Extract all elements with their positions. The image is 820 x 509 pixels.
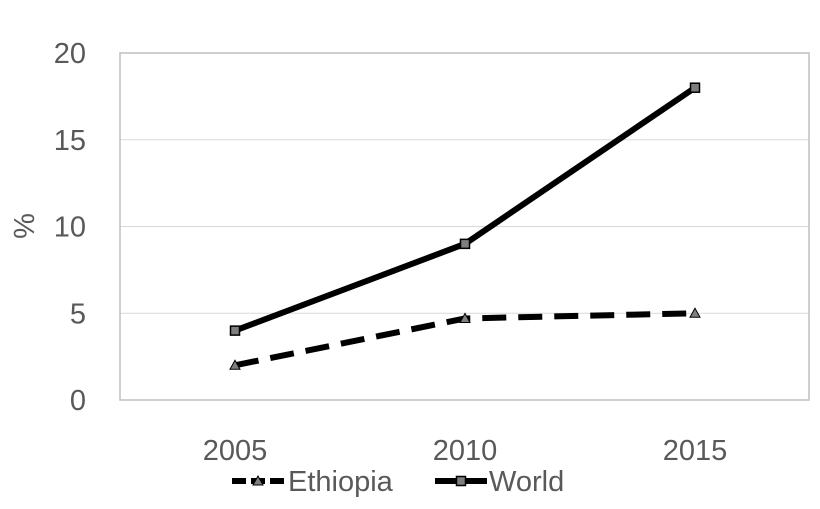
data-point-world [229,325,241,336]
series-ethiopia [229,307,701,370]
x-tick-label: 2010 [433,435,498,467]
data-point-ethiopia [689,307,701,318]
y-tick-label: 10 [54,212,86,244]
y-tick-label: 0 [70,385,86,417]
data-point-ethiopia [229,359,241,370]
legend: Ethiopia World [232,466,564,498]
series-layer [229,82,701,370]
data-point-ethiopia [459,312,471,323]
plot-area-frame [119,52,810,401]
legend-item-ethiopia: Ethiopia [232,466,394,498]
series-world [229,82,701,336]
data-point-world [459,238,471,250]
legend-label: Ethiopia [288,466,394,498]
data-point-world [689,82,701,93]
y-axis-label: % [9,213,41,239]
gridlines [120,139,809,314]
legend-item-world: World [435,466,564,498]
legend-label: World [489,466,564,498]
y-tick-label: 15 [54,125,86,157]
y-axis-ticks: 0 5 10 15 20 [54,38,86,417]
x-axis-ticks: 2005 2010 2015 [203,435,728,467]
x-tick-label: 2005 [203,435,268,467]
x-tick-label: 2015 [663,435,728,467]
legend-marker [252,474,264,486]
series-line-world [233,85,697,334]
legend-marker [455,475,467,487]
y-tick-label: 20 [54,38,86,70]
y-tick-label: 5 [70,298,86,330]
